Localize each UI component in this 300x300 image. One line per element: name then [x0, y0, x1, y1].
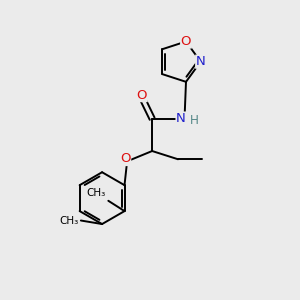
Text: O: O — [120, 152, 130, 166]
Text: O: O — [136, 88, 147, 102]
Text: H: H — [190, 115, 198, 128]
Text: N: N — [196, 55, 206, 68]
Text: CH₃: CH₃ — [59, 215, 79, 226]
Text: CH₃: CH₃ — [87, 188, 106, 198]
Text: N: N — [176, 112, 186, 125]
Text: O: O — [181, 35, 191, 48]
